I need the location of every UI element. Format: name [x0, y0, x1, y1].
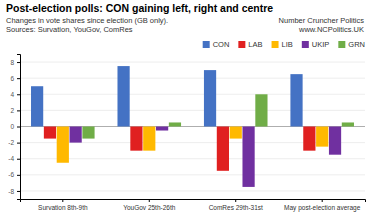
- tick-mark: [62, 199, 63, 202]
- bar: [82, 127, 94, 139]
- tick-mark: [17, 62, 20, 63]
- tick-label: -4: [8, 155, 14, 162]
- bar: [130, 127, 142, 151]
- tick-label: YouGov 25th-26th: [123, 204, 176, 211]
- tick-mark: [149, 199, 150, 202]
- bar: [316, 127, 328, 147]
- annotation: www.NCPolitics.UK: [298, 25, 364, 34]
- grid-line: [20, 94, 365, 95]
- legend-item: LIB: [272, 40, 293, 49]
- legend-label: LAB: [248, 40, 262, 49]
- tick: Survation 8th-9th: [38, 199, 88, 211]
- legend-label: CON: [213, 40, 230, 49]
- bar: [31, 86, 43, 126]
- tick-label: 6: [10, 75, 14, 82]
- tick: 0: [10, 123, 20, 130]
- legend-swatch: [203, 41, 210, 48]
- series: [82, 94, 354, 138]
- tick-mark: [17, 110, 20, 111]
- grid: [20, 62, 365, 191]
- chart: Post-election polls: CON gaining left, r…: [0, 0, 370, 215]
- legend-label: UKIP: [312, 40, 330, 49]
- legend-swatch: [338, 41, 345, 48]
- tick-mark: [235, 199, 236, 202]
- bars: [31, 66, 354, 187]
- y-axis: -8 -6 -4 -2 0 2 4 6 8: [8, 55, 20, 200]
- legend-swatch: [238, 41, 245, 48]
- bar: [70, 127, 82, 143]
- tick-label: -8: [8, 188, 14, 195]
- tick: ComRes 29th-31st: [209, 199, 263, 211]
- axis-line: [21, 200, 366, 203]
- tick-mark: [17, 159, 20, 160]
- bar: [57, 127, 69, 163]
- bar: [217, 127, 229, 171]
- subtitle: Changes in vote shares since election (G…: [6, 16, 168, 25]
- legend-item: CON: [203, 40, 230, 49]
- tick-label: Survation 8th-9th: [38, 204, 88, 211]
- x-axis: Survation 8th-9th YouGov 25th-26th ComRes …: [21, 199, 366, 212]
- tick-mark: [17, 143, 20, 144]
- series: [31, 66, 303, 126]
- legend-label: LIB: [282, 40, 293, 49]
- tick-mark: [17, 94, 20, 95]
- legend-item: GRN: [338, 40, 365, 49]
- bar: [44, 127, 56, 139]
- grid-line: [20, 62, 365, 63]
- tick: YouGov 25th-26th: [123, 199, 176, 211]
- legend-item: LAB: [238, 40, 262, 49]
- grid-line: [20, 78, 365, 79]
- bar: [143, 127, 155, 151]
- legend-swatch: [272, 41, 279, 48]
- bar: [156, 127, 168, 131]
- tick: 6: [10, 75, 20, 82]
- legend-item: UKIP: [302, 40, 330, 49]
- tick: -8: [8, 188, 20, 195]
- tick-mark: [17, 175, 20, 176]
- tick-label: 0: [10, 123, 14, 130]
- axis-line: [17, 55, 21, 200]
- grid-line: [20, 174, 365, 175]
- tick-label: 8: [10, 59, 14, 66]
- grid-line: [20, 190, 365, 191]
- bar: [230, 127, 242, 139]
- tick-mark: [17, 78, 20, 79]
- tick-label: 2: [10, 107, 14, 114]
- bar: [255, 94, 267, 126]
- title: Post-election polls: CON gaining left, r…: [6, 2, 273, 14]
- grid-line: [20, 158, 365, 159]
- tick-label: 4: [10, 91, 14, 98]
- grid-line: [20, 110, 365, 111]
- tick-label: May post-election average: [284, 204, 361, 212]
- bar: [303, 127, 315, 151]
- subtitle: Sources: Survation, YouGov, ComRes: [6, 25, 133, 34]
- legend-label: GRN: [348, 40, 365, 49]
- tick-label: -2: [8, 139, 14, 146]
- tick: 8: [10, 59, 20, 66]
- tick: -6: [8, 171, 20, 178]
- tick-mark: [322, 199, 323, 202]
- series: [70, 127, 342, 187]
- annotation: Number Cruncher Politics: [279, 16, 365, 25]
- tick-mark: [17, 191, 20, 192]
- legend-swatch: [302, 41, 309, 48]
- tick-label: -6: [8, 171, 14, 178]
- tick: May post-election average: [284, 199, 361, 212]
- tick-label: ComRes 29th-31st: [209, 204, 263, 211]
- bar: [169, 122, 181, 126]
- tick-mark: [17, 127, 20, 128]
- tick: -2: [8, 139, 20, 146]
- tick: -4: [8, 155, 20, 162]
- series: [57, 127, 329, 163]
- tick: 2: [10, 107, 20, 114]
- bar: [242, 127, 254, 187]
- bar: [329, 127, 341, 155]
- bar: [290, 74, 302, 126]
- series: [44, 127, 316, 171]
- legend: CON LAB LIB UKIP GRN: [203, 40, 365, 49]
- bar: [117, 66, 129, 126]
- tick: 4: [10, 91, 20, 98]
- bar: [204, 70, 216, 126]
- bar: [342, 122, 354, 126]
